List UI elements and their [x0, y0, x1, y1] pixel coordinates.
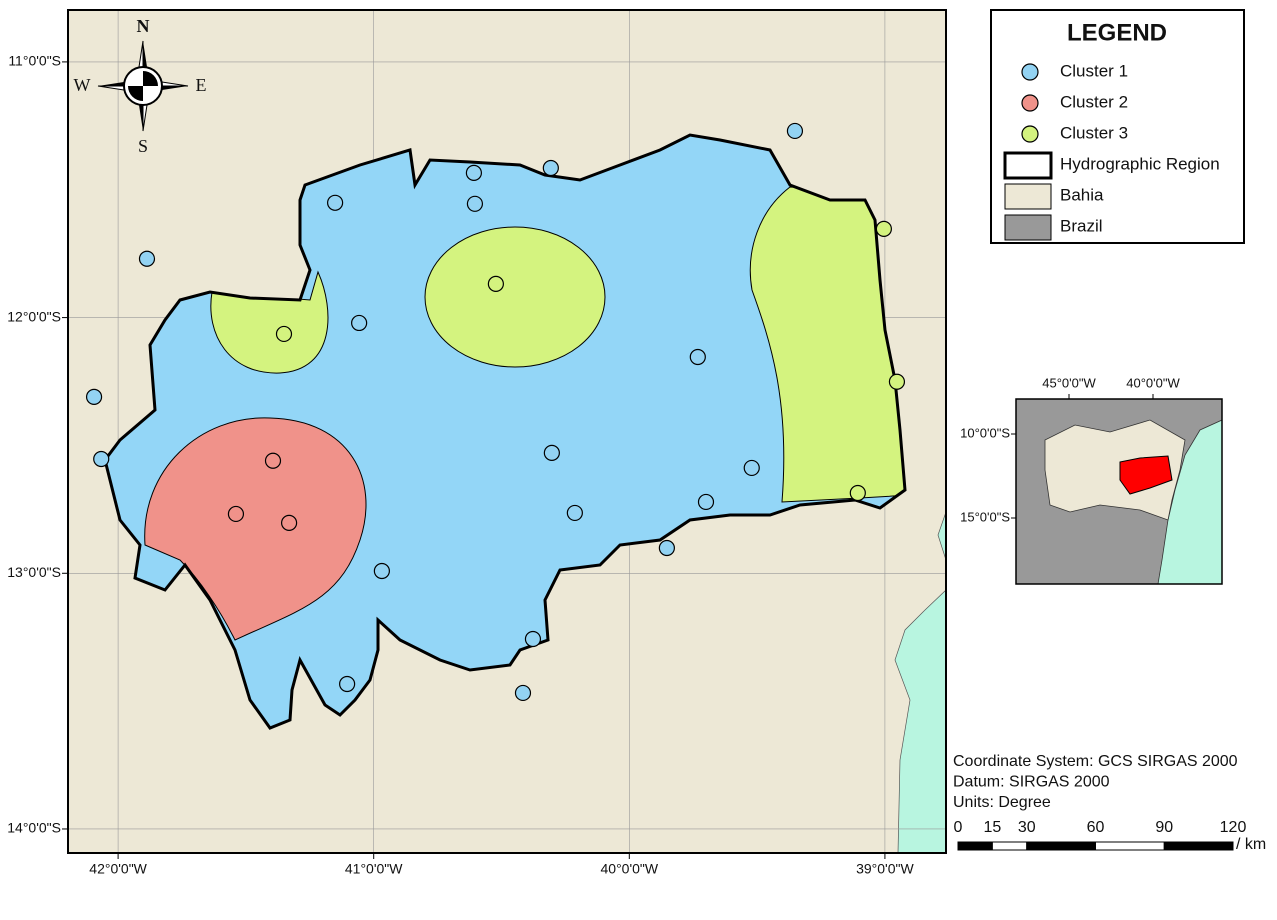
station-point [275, 325, 293, 343]
map-note: Datum: SIRGAS 2000 [953, 774, 1110, 791]
legend-symbol [1021, 63, 1039, 81]
sea [894, 511, 946, 853]
y-tick-label: 12°0'0"S [7, 308, 61, 324]
map-note: Units: Degree [953, 794, 1051, 811]
legend-label: Hydrographic Region [1060, 154, 1220, 173]
station-point [875, 220, 892, 237]
legend-label: Bahia [1060, 185, 1104, 204]
station-point [888, 373, 906, 390]
legend-symbol [1003, 151, 1053, 180]
station-point [566, 504, 583, 522]
station-point [339, 675, 356, 693]
cluster-2-zone [144, 417, 367, 641]
cluster-3-zone [749, 186, 905, 503]
station-point [264, 452, 282, 469]
legend-symbol [1004, 183, 1052, 210]
x-tick-label: 40°0'0"W [601, 861, 659, 877]
station-point [487, 275, 504, 292]
station-point [743, 459, 760, 477]
scale-label: 60 [1087, 819, 1105, 836]
y-tick-label: 11°0'0"S [8, 53, 61, 69]
scale-segment [1095, 841, 1165, 851]
compass-e: E [196, 75, 207, 95]
station-point [138, 250, 156, 267]
compass-n: N [137, 16, 150, 36]
station-point [466, 195, 484, 212]
inset-map: 45°0'0"W 40°0'0"W 10°0'0"S 15°0'0"S [960, 375, 1223, 585]
scale-label: 0 [954, 819, 963, 836]
station-point [658, 539, 675, 557]
station-point [85, 388, 103, 405]
x-tick-label: 41°0'0"W [345, 861, 403, 877]
station-point [373, 562, 390, 580]
station-point [697, 493, 715, 511]
legend-label: Brazil [1060, 216, 1103, 235]
inset-y-tick-label: 10°0'0"S [960, 425, 1010, 440]
map-frame [67, 9, 947, 854]
legend-symbol [1021, 125, 1039, 143]
north-arrow: N S W E [74, 16, 207, 156]
compass-w: W [74, 75, 91, 95]
station-point [543, 444, 560, 461]
legend-label: Cluster 2 [1060, 92, 1128, 111]
map-note: Coordinate System: GCS SIRGAS 2000 [953, 753, 1238, 770]
inset-x-tick-label: 45°0'0"W [1042, 375, 1096, 390]
station-point [689, 348, 706, 366]
scale-label: 90 [1155, 819, 1173, 836]
y-tick-label: 14°0'0"S [7, 820, 61, 836]
scale-segment [957, 841, 993, 851]
map-body [68, 10, 946, 853]
legend-title: LEGEND [1067, 19, 1167, 46]
scale-label: 30 [1018, 819, 1036, 836]
station-point [542, 159, 559, 177]
scale-segment [1163, 841, 1234, 851]
x-tick-label: 42°0'0"W [89, 861, 147, 877]
station-point [786, 122, 804, 140]
scale-segment [991, 841, 1028, 851]
y-tick-label: 13°0'0"S [7, 564, 61, 580]
station-point [93, 450, 110, 468]
x-tick-label: 39°0'0"W [856, 861, 914, 877]
scale-unit: / km [1236, 836, 1266, 853]
scale-label: 120 [1220, 819, 1247, 836]
station-point [280, 514, 298, 532]
compass-s: S [138, 136, 148, 156]
station-point [524, 630, 542, 648]
legend-label: Cluster 1 [1060, 61, 1128, 80]
station-point [465, 164, 482, 181]
cluster-3-zone [424, 226, 606, 368]
inset-x-tick-label: 40°0'0"W [1126, 375, 1180, 390]
station-point [327, 194, 344, 211]
legend: LEGEND Cluster 1 Cluster 2 Cluster 3 Hydrog… [990, 9, 1245, 244]
inset-y-tick-label: 15°0'0"S [960, 509, 1010, 524]
scale-label: 15 [983, 819, 1001, 836]
scale-segment [1026, 841, 1096, 851]
legend-label: Cluster 3 [1060, 123, 1128, 142]
legend-symbol [1021, 94, 1039, 112]
station-point [849, 484, 866, 502]
station-point [227, 505, 245, 523]
legend-symbol [1004, 214, 1052, 241]
station-point [351, 314, 368, 332]
station-point [514, 684, 532, 702]
